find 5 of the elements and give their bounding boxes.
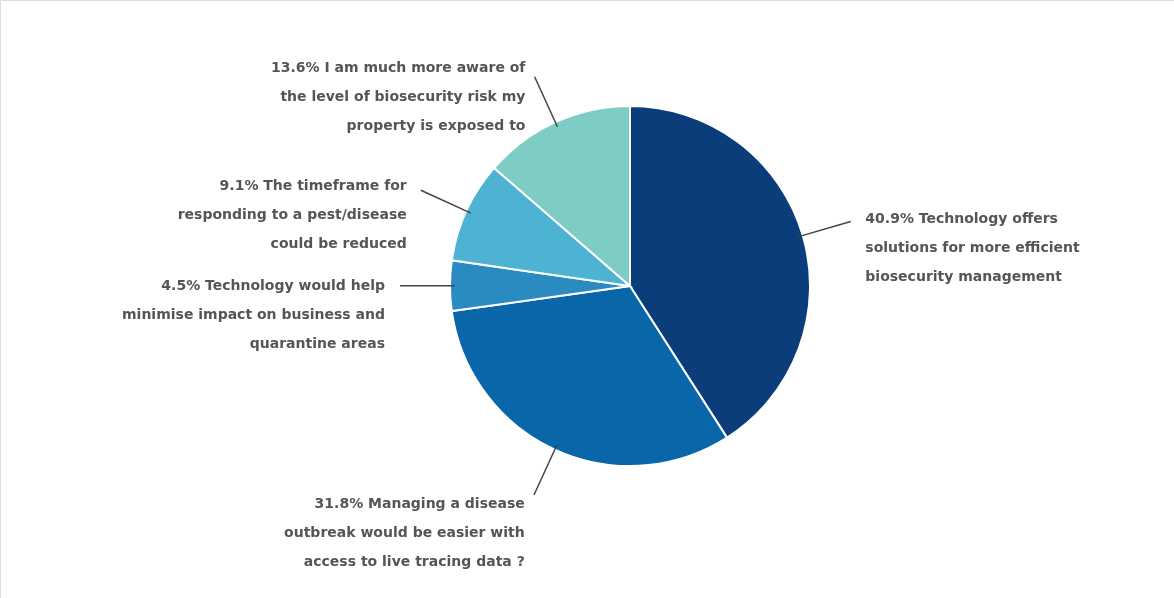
slice-label: 40.9% Technology offers solutions for more efficient biosecurity management <box>865 209 1080 284</box>
slice-label: 9.1% The timeframe for responding to a pest/disease could be reduced <box>177 177 407 252</box>
slice-label: 13.6% I am much more aware of the level of biosecurity risk my property is exposed to <box>271 58 527 133</box>
slice-label: 4.5% Technology would help minimise impact on business and quarantine areas <box>122 276 385 351</box>
slice-label: 31.8% Managing a disease outbreak would be easier with access to live tracing data ? <box>284 495 525 570</box>
